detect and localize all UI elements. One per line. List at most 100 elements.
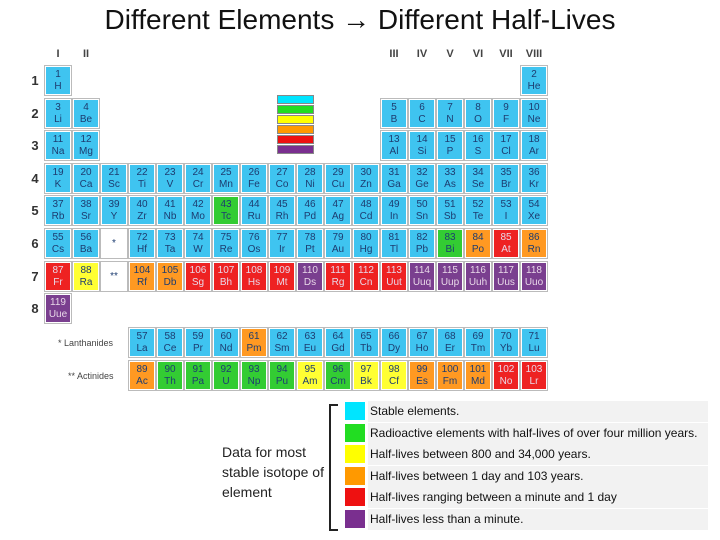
element-cell: 119 Uue	[44, 293, 72, 325]
element-symbol: Uuh	[468, 276, 488, 288]
element-symbol: Es	[416, 376, 428, 387]
element-symbol: Rb	[51, 211, 65, 223]
element-symbol: Tb	[360, 343, 372, 354]
element-cell: 87 Fr	[44, 260, 72, 292]
atomic-number: 88	[80, 264, 92, 276]
element-cell: 21 Sc	[100, 162, 128, 194]
atomic-number: 112	[358, 264, 374, 276]
element-cell: 38 Sr	[72, 195, 100, 227]
atomic-number: 97	[360, 364, 372, 375]
atomic-number: 107	[217, 264, 235, 276]
legend-text: Half-lives between 800 and 34,000 years.	[368, 444, 708, 466]
atomic-number: 38	[80, 199, 92, 211]
element-symbol: Cn	[359, 276, 373, 288]
element-symbol: Db	[163, 276, 177, 288]
element-cell: 117 Uus	[492, 260, 520, 292]
element-symbol: As	[444, 178, 456, 190]
element-symbol: Ra	[79, 276, 93, 288]
element-symbol: Cr	[192, 178, 204, 190]
element-symbol: Xe	[527, 211, 541, 223]
element-symbol: Sg	[191, 276, 205, 288]
atomic-number: 62	[276, 331, 288, 342]
element-symbol: Bi	[445, 244, 455, 255]
legend-text: Half-lives less than a minute.	[368, 509, 708, 530]
element-cell: 91 Pa	[184, 360, 212, 391]
atomic-number: 51	[444, 199, 456, 211]
atomic-number: 74	[192, 232, 204, 243]
element-symbol: Er	[445, 343, 455, 354]
element-symbol: Cl	[501, 146, 511, 158]
atomic-number: 33	[444, 166, 456, 178]
atomic-number: 25	[220, 166, 232, 178]
element-cell: 110 Ds	[296, 260, 324, 292]
atomic-number: 15	[444, 134, 456, 146]
element-cell: 97 Bk	[352, 360, 380, 391]
element-symbol: Mt	[276, 276, 288, 288]
atomic-number: 1	[55, 69, 61, 80]
element-symbol: H	[54, 81, 62, 92]
element-cell: 44 Ru	[240, 195, 268, 227]
element-symbol: Ta	[164, 244, 176, 255]
element-cell: 107 Bh	[212, 260, 240, 292]
element-symbol: Gd	[331, 343, 345, 354]
element-cell: 10 Ne	[520, 97, 548, 129]
element-symbol: Rg	[331, 276, 345, 288]
element-cell: 47 Ag	[324, 195, 352, 227]
legend-swatch	[345, 466, 365, 485]
element-symbol: Uut	[386, 276, 402, 288]
element-cell: 68 Er	[436, 327, 464, 358]
atomic-number: 78	[304, 232, 316, 243]
element-symbol: Mn	[219, 178, 233, 190]
atomic-number: 9	[503, 101, 509, 113]
atomic-number: 46	[304, 199, 316, 211]
element-cell: 102 No	[492, 360, 520, 391]
atomic-number: 7	[447, 101, 453, 113]
atomic-number: 31	[388, 166, 400, 178]
atomic-number: 109	[273, 264, 291, 276]
element-symbol: Pt	[305, 244, 315, 255]
element-symbol: Tc	[221, 211, 231, 223]
element-cell: 81 Tl	[380, 228, 408, 259]
atomic-number: 39	[108, 199, 120, 211]
element-symbol: C	[418, 113, 426, 125]
element-symbol: La	[136, 343, 148, 354]
atomic-number: 90	[164, 364, 176, 375]
period-label: 2	[31, 105, 39, 121]
element-symbol: Ds	[303, 276, 317, 288]
element-symbol: Re	[219, 244, 233, 255]
element-cell: 116 Uuh	[464, 260, 492, 292]
element-symbol: Sc	[108, 178, 120, 190]
element-symbol: At	[501, 244, 511, 255]
group-label: VI	[472, 48, 484, 60]
element-symbol: Pb	[415, 244, 429, 255]
atomic-number: 48	[360, 199, 372, 211]
element-cell: 53 I	[492, 195, 520, 227]
element-symbol: Ge	[415, 178, 429, 190]
atomic-number: 32	[416, 166, 428, 178]
element-symbol: N	[446, 113, 454, 125]
atomic-number: 11	[52, 134, 64, 146]
element-symbol: Pa	[191, 376, 205, 387]
element-symbol: Ti	[138, 178, 146, 190]
atomic-number: 61	[248, 331, 260, 342]
atomic-number: 111	[330, 264, 346, 276]
element-cell: 52 Te	[464, 195, 492, 227]
atomic-number: 40	[136, 199, 148, 211]
atomic-number: 91	[192, 364, 204, 375]
element-cell: 103 Lr	[520, 360, 548, 391]
atomic-number: 63	[304, 331, 316, 342]
atomic-number: 69	[472, 331, 484, 342]
element-cell: 70 Yb	[492, 327, 520, 358]
element-cell: 58 Ce	[156, 327, 184, 358]
element-symbol: Tm	[470, 343, 486, 354]
element-symbol: Pu	[275, 376, 289, 387]
atomic-number: 43	[220, 199, 232, 211]
element-cell: 40 Zr	[128, 195, 156, 227]
note: Data for most stable isotope of element	[222, 444, 324, 500]
element-cell: *	[100, 228, 128, 259]
element-cell: 83 Bi	[436, 228, 464, 259]
atomic-number: 68	[444, 331, 456, 342]
element-cell: 13 Al	[380, 130, 408, 162]
element-cell: 33 As	[436, 162, 464, 194]
